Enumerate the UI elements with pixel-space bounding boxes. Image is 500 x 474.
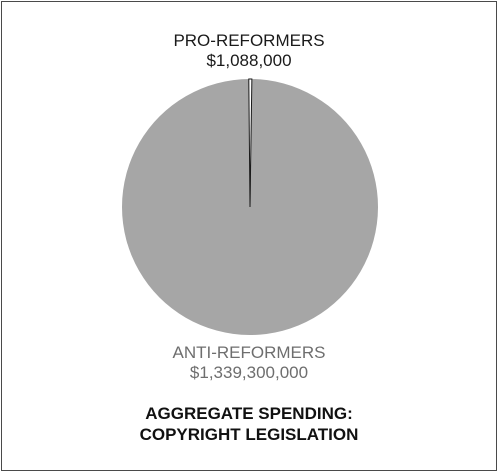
pro-reformers-label: PRO-REFORMERS	[173, 31, 325, 50]
anti-reformers-value: $1,339,300,000	[189, 363, 309, 382]
anti-reformers-label: ANTI-REFORMERS	[172, 343, 326, 362]
pro-reformers-value: $1,088,000	[206, 51, 292, 70]
chart-title-line-1: AGGREGATE SPENDING:	[145, 404, 353, 423]
chart-title-line-2: COPYRIGHT LEGISLATION	[139, 425, 359, 444]
pie-slice-pro-reformers-visible	[248, 78, 253, 208]
